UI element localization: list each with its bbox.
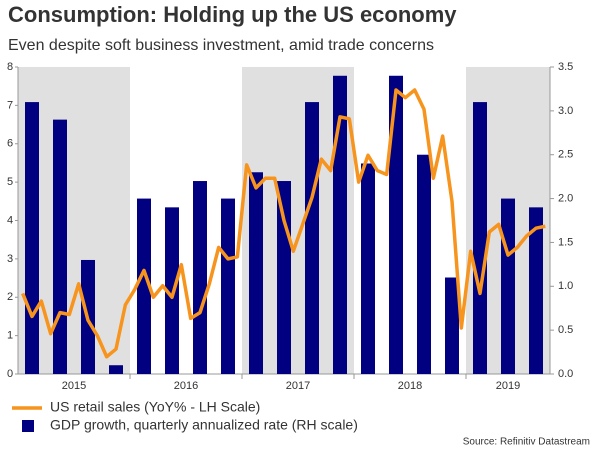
- legend-label: GDP growth, quarterly annualized rate (R…: [50, 417, 358, 433]
- y-tick-label: 5: [7, 176, 13, 188]
- bar: [417, 154, 431, 374]
- bar: [529, 207, 543, 374]
- bar: [221, 198, 235, 374]
- bar: [501, 198, 515, 374]
- chart-subtitle: Even despite soft business investment, a…: [8, 37, 434, 54]
- y-tick-label: 0: [7, 368, 13, 380]
- source: Source: Refinitiv Datastream: [463, 437, 590, 448]
- y-tick-label: 2: [7, 291, 13, 303]
- y2-tick-label: 3.5: [558, 61, 573, 73]
- y-tick-label: 8: [7, 61, 13, 73]
- y2-tick-label: 2.5: [558, 149, 573, 161]
- x-tick-label: 2017: [286, 380, 310, 392]
- x-tick-label: 2016: [174, 380, 198, 392]
- y-tick-label: 4: [7, 214, 13, 226]
- x-tick-label: 2015: [62, 380, 86, 392]
- bar: [109, 365, 123, 374]
- y2-tick-label: 0.0: [558, 368, 573, 380]
- y2-tick-label: 1.0: [558, 280, 573, 292]
- x-tick-label: 2019: [496, 380, 520, 392]
- bar: [137, 198, 151, 374]
- legend-swatch: [22, 420, 34, 432]
- y2-tick-label: 0.5: [558, 324, 573, 336]
- bar: [445, 277, 459, 374]
- y-tick-label: 6: [7, 138, 13, 150]
- y2-tick-label: 3.0: [558, 105, 573, 117]
- bar: [277, 181, 291, 374]
- bar: [53, 119, 67, 374]
- line: [21, 88, 546, 359]
- bar: [25, 102, 39, 374]
- bar: [165, 207, 179, 374]
- bar: [249, 172, 263, 374]
- y2-tick-label: 2.0: [558, 192, 573, 204]
- x-tick-label: 2018: [398, 380, 422, 392]
- legend-label: US retail sales (YoY% - LH Scale): [50, 399, 260, 415]
- chart-title: Consumption: Holding up the US economy: [8, 2, 457, 27]
- y-tick-label: 3: [7, 253, 13, 265]
- bar: [333, 75, 347, 375]
- y2-tick-label: 1.5: [558, 236, 573, 248]
- y-tick-label: 1: [7, 330, 13, 342]
- bar: [193, 181, 207, 374]
- bar: [361, 163, 375, 374]
- bar: [305, 102, 319, 374]
- bar: [389, 75, 403, 375]
- y-tick-label: 7: [7, 99, 13, 111]
- bar: [473, 102, 487, 374]
